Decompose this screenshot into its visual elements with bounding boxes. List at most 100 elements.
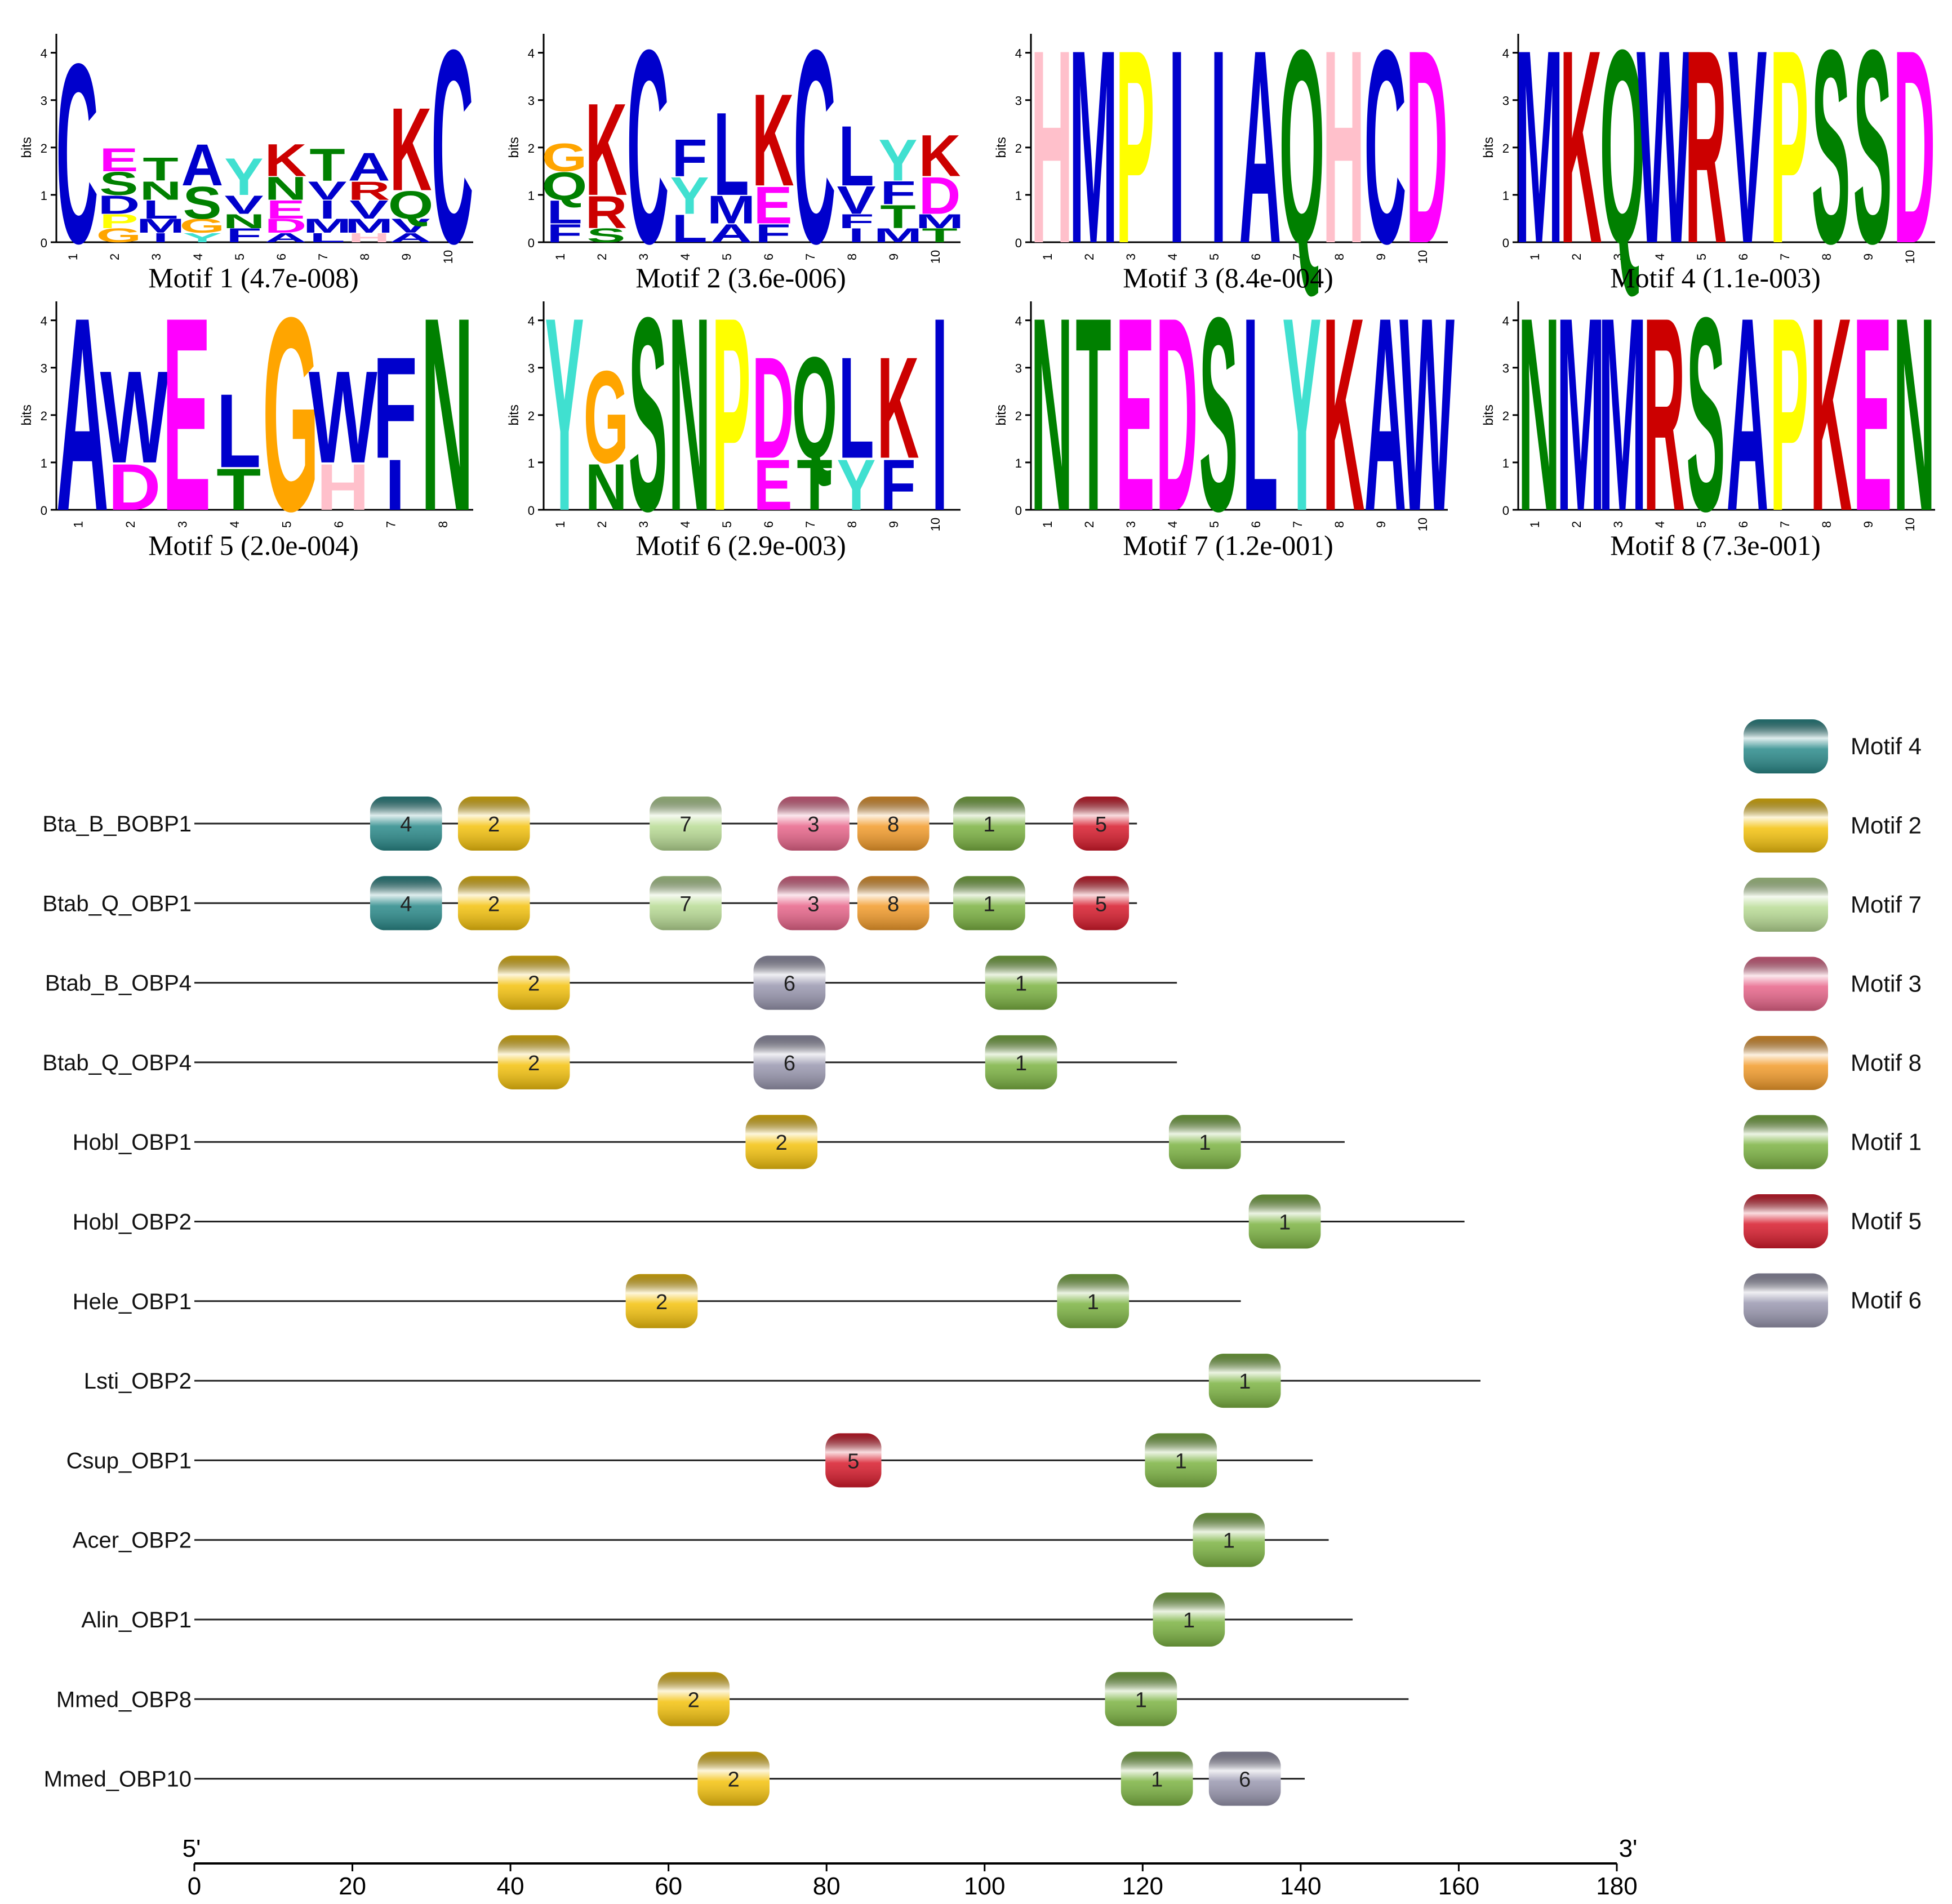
motif-box-8: 8 (857, 876, 930, 931)
logo-letter: C (627, 0, 669, 301)
logo-position-label: 5 (720, 253, 734, 260)
logo-y-tick-label: 4 (41, 314, 47, 328)
logo-letter: V (1728, 0, 1767, 301)
logo-letter: T (880, 198, 915, 235)
logo-letter: T (922, 225, 957, 247)
logo-letter: S (1853, 0, 1892, 301)
logo-letter: S (586, 225, 625, 247)
logo-letter: N (421, 260, 474, 569)
logo-letter: W (1399, 260, 1455, 569)
logo-letter: M (874, 225, 922, 247)
motif-box-label: 2 (728, 1768, 740, 1792)
logo-letter: N (1031, 260, 1073, 569)
sequence-row: Btab_Q_OBP1 4 2 7 3 8 1 5 (42, 876, 1137, 931)
logo-letter: D (1406, 0, 1448, 301)
logo-letter: I (932, 260, 948, 569)
legend-item-motif-2: Motif 2 (1744, 798, 1922, 853)
legend-item-motif-8: Motif 8 (1744, 1036, 1922, 1090)
logo-letter: N (669, 260, 711, 569)
logo-y-tick-label: 2 (41, 409, 47, 423)
logo-position-label: 6 (762, 253, 776, 260)
logo-position-label: 5 (1695, 521, 1709, 528)
logo-letter: N (140, 176, 182, 205)
motif-box-3: 3 (777, 797, 850, 851)
sequence-name: Hele_OBP1 (73, 1289, 192, 1314)
logo-letter: D (265, 215, 307, 237)
logo-letter: G (542, 135, 588, 179)
motif-box-label: 1 (1279, 1211, 1291, 1235)
sequence-name: Mmed_OBP10 (44, 1767, 192, 1792)
motif-box-label: 2 (688, 1688, 700, 1712)
logo-y-tick-label: 2 (41, 141, 47, 155)
logo-position-label: 4 (191, 253, 205, 260)
logo-letter: L (838, 108, 874, 204)
logo-position-label: 9 (399, 253, 413, 260)
logo-position-label: 1 (66, 253, 80, 260)
logo-y-label: bits (994, 404, 1009, 425)
sequence-name: Mmed_OBP8 (56, 1687, 192, 1712)
logo-position-label: 5 (1695, 253, 1709, 260)
logo-letter: K (1560, 0, 1602, 301)
logo-letter: K (1810, 260, 1852, 569)
sequence-name: Csup_OBP1 (66, 1448, 192, 1473)
logo-letter: T (797, 444, 832, 525)
three-prime-label: 3' (1619, 1835, 1638, 1862)
axis-tick-label: 100 (964, 1872, 1005, 1900)
motif-box-4: 4 (370, 876, 442, 931)
logo-y-tick-label: 2 (528, 141, 535, 155)
axis-tick-label: 80 (813, 1872, 841, 1900)
logo-letter: G (96, 225, 142, 247)
logo-position-label: 4 (1653, 521, 1667, 528)
logo-y-tick-label: 0 (41, 236, 47, 250)
sequence-row: Hobl_OBP2 1 (73, 1194, 1465, 1249)
motif-box-label: 3 (807, 813, 819, 837)
legend-label: Motif 4 (1851, 733, 1922, 759)
logo-letter: I (153, 230, 169, 245)
motif-box-1: 1 (1153, 1592, 1225, 1647)
logo-letter: V (308, 176, 347, 205)
logo-letter: M (136, 215, 185, 237)
logo-letter: W (309, 344, 378, 491)
motif-box-label: 2 (528, 972, 540, 996)
motif-box-5: 5 (1073, 797, 1130, 851)
logo-position-label: 9 (887, 253, 901, 260)
logo-letter: F (546, 219, 582, 248)
logo-letter: A (56, 260, 109, 569)
logo-y-tick-label: 4 (528, 314, 535, 328)
logo-letter: Y (878, 128, 917, 194)
logo-letter: L (672, 207, 707, 251)
logo-title: Motif 6 (2.9e-003) (635, 530, 846, 561)
logo-letter: H (348, 230, 390, 245)
logo-letter: K (919, 123, 961, 189)
logo-letter: P (1769, 0, 1808, 301)
motif-box-label: 1 (1135, 1688, 1147, 1712)
logo-y-tick-label: 4 (1502, 314, 1509, 328)
logo-position-label: 7 (316, 253, 330, 260)
logo-letter: P (712, 260, 750, 569)
legend-item-motif-7: Motif 7 (1744, 878, 1922, 932)
logo-position-label: 10 (928, 518, 942, 531)
motif-box-label: 1 (1015, 972, 1027, 996)
motif-box-label: 3 (807, 892, 819, 916)
logo-position-label: 2 (1082, 253, 1096, 260)
logo-position-label: 1 (1528, 253, 1542, 260)
logo-position-label: 7 (803, 521, 817, 528)
legend-label: Motif 7 (1851, 891, 1922, 918)
axis-tick-label: 120 (1122, 1872, 1163, 1900)
axis-tick-label: 160 (1438, 1872, 1479, 1900)
logo-letter: I (385, 444, 405, 525)
logo-position-label: 1 (1528, 521, 1542, 528)
logo-position-label: 7 (1291, 253, 1305, 260)
logo-letter: Q (1279, 0, 1325, 301)
logo-position-label: 5 (279, 521, 294, 528)
motif-legend: Motif 4 Motif 2 Motif 7 Motif 3 Motif 8 Motif… (1744, 719, 1922, 1328)
logo-letter: K (1323, 260, 1365, 569)
logo-position-label: 4 (678, 253, 692, 260)
logo-letter: D (1156, 260, 1198, 569)
motif-box-7: 7 (650, 876, 722, 931)
logo-letter: D (919, 166, 961, 225)
logo-letter: D (98, 190, 140, 220)
